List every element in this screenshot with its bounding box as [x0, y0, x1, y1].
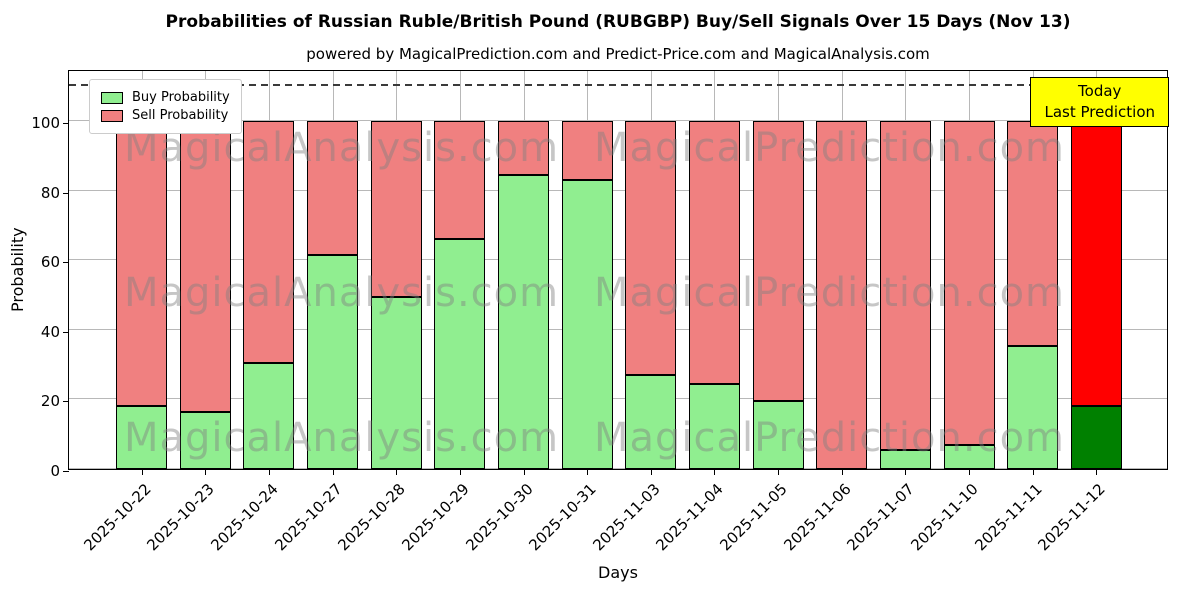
- bar-sell-segment: [879, 121, 931, 450]
- bar-buy-segment: [116, 406, 168, 469]
- x-tick-mark: [841, 469, 843, 475]
- bar-sell-segment: [307, 121, 359, 256]
- y-tick-mark: [63, 471, 69, 472]
- legend-label-sell: Sell Probability: [132, 108, 229, 123]
- bar-buy-segment: [625, 375, 677, 469]
- legend-label-buy: Buy Probability: [132, 90, 230, 105]
- h-gridline: [69, 328, 1167, 330]
- bar-buy-segment: [1070, 406, 1122, 469]
- bar-buy-segment: [1007, 345, 1059, 469]
- x-tick-label: 2025-10-24: [207, 480, 282, 555]
- bar-sell-segment: [752, 121, 804, 402]
- bar-buy-segment: [689, 383, 740, 469]
- bar-buy-segment: [561, 180, 613, 469]
- y-tick-mark: [63, 192, 69, 194]
- legend-item-buy: Buy Probability: [101, 90, 230, 105]
- x-tick-label: 2025-10-22: [79, 480, 155, 555]
- bar-sell-segment: [243, 121, 295, 363]
- today-annotation-line1: Today: [1078, 82, 1122, 100]
- x-tick-mark: [778, 469, 780, 475]
- x-tick-mark: [205, 469, 207, 475]
- x-axis-label: Days: [598, 563, 638, 582]
- today-annotation-line2: Last Prediction: [1044, 103, 1155, 121]
- x-tick-label: 2025-11-06: [780, 480, 855, 555]
- x-tick-label: 2025-11-03: [589, 480, 664, 555]
- x-tick-label: 2025-10-31: [525, 480, 600, 555]
- h-gridline: [69, 468, 1167, 469]
- x-tick-mark: [332, 469, 334, 475]
- plot-area: Buy Probability Sell Probability Today L…: [31, 70, 1169, 554]
- bar-buy-segment: [243, 362, 295, 469]
- legend: Buy Probability Sell Probability: [89, 79, 242, 134]
- x-tick-mark: [714, 469, 716, 475]
- y-tick-label: 60: [40, 253, 60, 272]
- x-tick-mark: [523, 469, 525, 475]
- h-gridline: [69, 120, 1167, 122]
- y-tick-label: 100: [31, 114, 60, 133]
- bar-sell-segment: [116, 121, 168, 407]
- y-tick-mark: [63, 262, 69, 264]
- bar-buy-segment: [434, 239, 486, 469]
- buy-swatch-icon: [101, 91, 123, 104]
- dashed-reference-line: [69, 84, 1167, 87]
- bar-sell-segment: [179, 121, 231, 412]
- x-tick-mark: [969, 469, 971, 475]
- x-tick-label: 2025-11-10: [907, 480, 982, 555]
- x-tick-label: 2025-10-28: [334, 480, 409, 555]
- bar-sell-segment: [434, 121, 486, 240]
- bar-sell-segment: [689, 121, 740, 384]
- bar-buy-segment: [752, 401, 804, 469]
- bar-sell-segment: [625, 121, 677, 376]
- bar-sell-segment: [498, 121, 549, 176]
- bar-sell-segment: [370, 121, 422, 297]
- x-tick-label: 2025-10-27: [270, 480, 346, 555]
- y-tick-label: 20: [40, 392, 60, 411]
- x-tick-mark: [141, 469, 143, 475]
- bar-sell-segment: [561, 121, 613, 181]
- y-axis-label: Probability: [8, 227, 27, 313]
- x-tick-label: 2025-11-11: [971, 480, 1046, 555]
- x-tick-label: 2025-10-30: [461, 480, 537, 555]
- x-tick-label: 2025-11-12: [1034, 480, 1110, 555]
- bar-buy-segment: [879, 449, 931, 469]
- bar-buy-segment: [179, 411, 231, 469]
- x-tick-mark: [268, 469, 270, 475]
- x-tick-mark: [905, 469, 907, 475]
- y-tick-label: 80: [40, 183, 60, 202]
- bar-sell-segment: [1070, 121, 1122, 407]
- x-tick-mark: [1032, 469, 1034, 475]
- x-tick-label: 2025-10-23: [143, 480, 218, 555]
- bar-sell-segment: [1007, 121, 1059, 346]
- x-tick-mark: [459, 469, 461, 475]
- x-tick-mark: [1096, 469, 1098, 475]
- sell-swatch-icon: [101, 109, 123, 122]
- y-tick-mark: [63, 123, 69, 125]
- bar-buy-segment: [307, 255, 359, 469]
- chart-subtitle: powered by MagicalPrediction.com and Pre…: [306, 45, 930, 63]
- h-gridline: [69, 398, 1167, 400]
- y-tick-mark: [63, 401, 69, 403]
- x-tick-label: 2025-10-29: [398, 480, 473, 555]
- x-tick-label: 2025-11-04: [652, 480, 728, 555]
- y-tick-label: 40: [40, 322, 60, 341]
- h-gridline: [69, 189, 1167, 191]
- x-tick-label: 2025-11-05: [716, 480, 791, 555]
- x-tick-mark: [650, 469, 652, 475]
- x-tick-label: 2025-11-07: [843, 480, 919, 555]
- bar-buy-segment: [370, 296, 422, 469]
- chart-title: Probabilities of Russian Ruble/British P…: [165, 12, 1071, 32]
- bar-buy-segment: [498, 175, 549, 469]
- bar-sell-segment: [816, 121, 868, 469]
- x-tick-mark: [587, 469, 589, 475]
- bar-sell-segment: [943, 121, 995, 445]
- x-tick-mark: [396, 469, 398, 475]
- bar-buy-segment: [943, 444, 995, 469]
- today-annotation: Today Last Prediction: [1030, 77, 1169, 127]
- h-gridline: [69, 259, 1167, 261]
- y-tick-mark: [63, 331, 69, 333]
- y-tick-label: 0: [50, 462, 60, 480]
- legend-item-sell: Sell Probability: [101, 108, 230, 123]
